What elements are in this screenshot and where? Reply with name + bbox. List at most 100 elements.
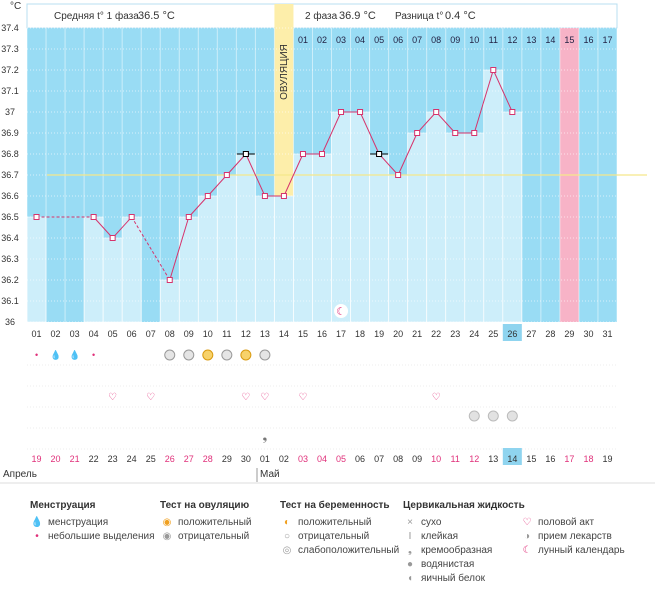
y-tick-label: 36.4 [1,233,19,243]
cycle-day-label: 26 [507,329,517,339]
temp-bar [179,216,199,323]
top-day-label: 01 [298,35,308,45]
date-label: 11 [451,454,460,464]
temp-bar [502,111,523,323]
heart-icon: ♡ [298,392,307,403]
cycle-day-label: 13 [260,329,270,339]
y-tick-label: 36 [5,317,15,327]
temp-line-segment [321,111,342,155]
menstruation-icon: 💧 [50,349,61,360]
date-label: 02 [279,454,289,464]
cycle-day-label: 19 [374,329,384,339]
cycle-day-label: 30 [583,329,593,339]
heart-icon: ♡ [241,392,250,403]
phase2-value: 36.9 °C [339,10,376,22]
ovulation-test-negative-icon [259,349,271,361]
ovulation-positive-icon: ◉ [162,517,172,528]
date-label: 25 [146,454,156,464]
legend-item: ○ отрицательный [280,530,399,544]
temp-bar [464,132,485,323]
ovulation-label: ОВУЛЯЦИЯ [279,44,290,100]
top-day-label: 09 [450,35,460,45]
temp-bar [388,174,408,323]
cycle-day-label: 10 [203,329,213,339]
legend-other: ♡ половой акт ◑ прием лекарств ☾ лунный кал… [520,500,625,558]
top-day-label: 12 [507,35,517,45]
temp-bar [26,216,47,323]
ovulation-negative-icon: ◉ [162,531,172,542]
top-day-label: 08 [431,35,441,45]
temp-line-segment [226,153,247,176]
cycle-day-label: 11 [222,329,231,339]
cycle-day-label: 29 [564,329,574,339]
heart-icon: ♡ [522,517,532,528]
temp-line-segment [492,69,513,113]
legend-item: ☾ лунный календарь [520,544,625,558]
temp-line-segment [378,153,399,176]
cycle-day-label: 21 [412,329,422,339]
pill-icon [468,410,480,422]
y-tick-label: 36.8 [1,149,19,159]
cycle-day-label: 28 [545,329,555,339]
cycle-day-label: 27 [526,329,536,339]
cycle-day-label: 20 [393,329,403,339]
pill-icon [506,410,518,422]
y-tick-label: 37.2 [1,65,19,75]
y-tick-label: 36.5 [1,212,19,222]
temp-line-segment [245,153,266,197]
pregnancy-positive-icon: ◐ [283,517,291,528]
top-day-label: 15 [564,35,574,45]
temp-line-segment [112,216,133,239]
menstruation-icon: 💧 [69,349,80,360]
date-label: 09 [412,454,422,464]
top-day-label: 11 [489,35,498,45]
legend-menstruation-title: Менструация [30,500,96,511]
date-label: 21 [70,454,80,464]
ovulation-test-negative-icon [164,349,176,361]
temp-point [299,151,306,157]
temp-bar [159,279,180,323]
legend-item: ◖ яичный белок [403,572,525,586]
current-day-box [502,324,522,341]
heart-icon: ♡ [108,392,117,403]
legend-menstruation: Менструация 💧 менструация • небольшие выде… [30,500,155,544]
y-tick-label: 37.4 [1,23,19,33]
temp-line-segment [397,132,418,176]
date-label: 12 [469,454,479,464]
temp-line-segment [131,216,171,281]
marker-point [376,151,383,157]
unit-label: °C [10,1,21,12]
legend-item: ◐ положительный [280,516,399,530]
temp-point [452,130,459,136]
date-label: 15 [526,454,536,464]
temp-line-segment [93,216,114,239]
temp-point [223,172,230,178]
y-tick-label: 36.9 [1,128,19,138]
cycle-day-label: 05 [108,329,118,339]
drop-icon: 💧 [30,517,44,528]
current-date-box [502,448,522,465]
creamy-icon: ❟ [263,429,268,443]
pregnancy-weak-icon: ◎ [282,545,292,556]
temp-line-segment [207,174,228,197]
cycle-day-label: 16 [317,329,327,339]
cycle-day-label: 01 [32,329,42,339]
temp-line-segment [359,111,380,155]
ovulation-test-positive-icon [240,349,252,361]
cycle-day-label: 18 [355,329,365,339]
top-day-label: 03 [336,35,346,45]
legend-item: × сухо [403,516,525,530]
legend-pregnancy-title: Тест на беременность [280,500,390,511]
temp-point [109,235,116,241]
cycle-day-label: 14 [279,329,289,339]
temp-point [204,193,211,199]
cycle-day-label: 25 [488,329,498,339]
y-tick-label: 37.3 [1,44,19,54]
cycle-day-label: 24 [469,329,479,339]
y-tick-label: 36.1 [1,296,19,306]
date-label: 18 [583,454,593,464]
ovulation-test-negative-icon [221,349,233,361]
date-label: 10 [431,454,441,464]
cycle-day-label: 17 [336,329,346,339]
